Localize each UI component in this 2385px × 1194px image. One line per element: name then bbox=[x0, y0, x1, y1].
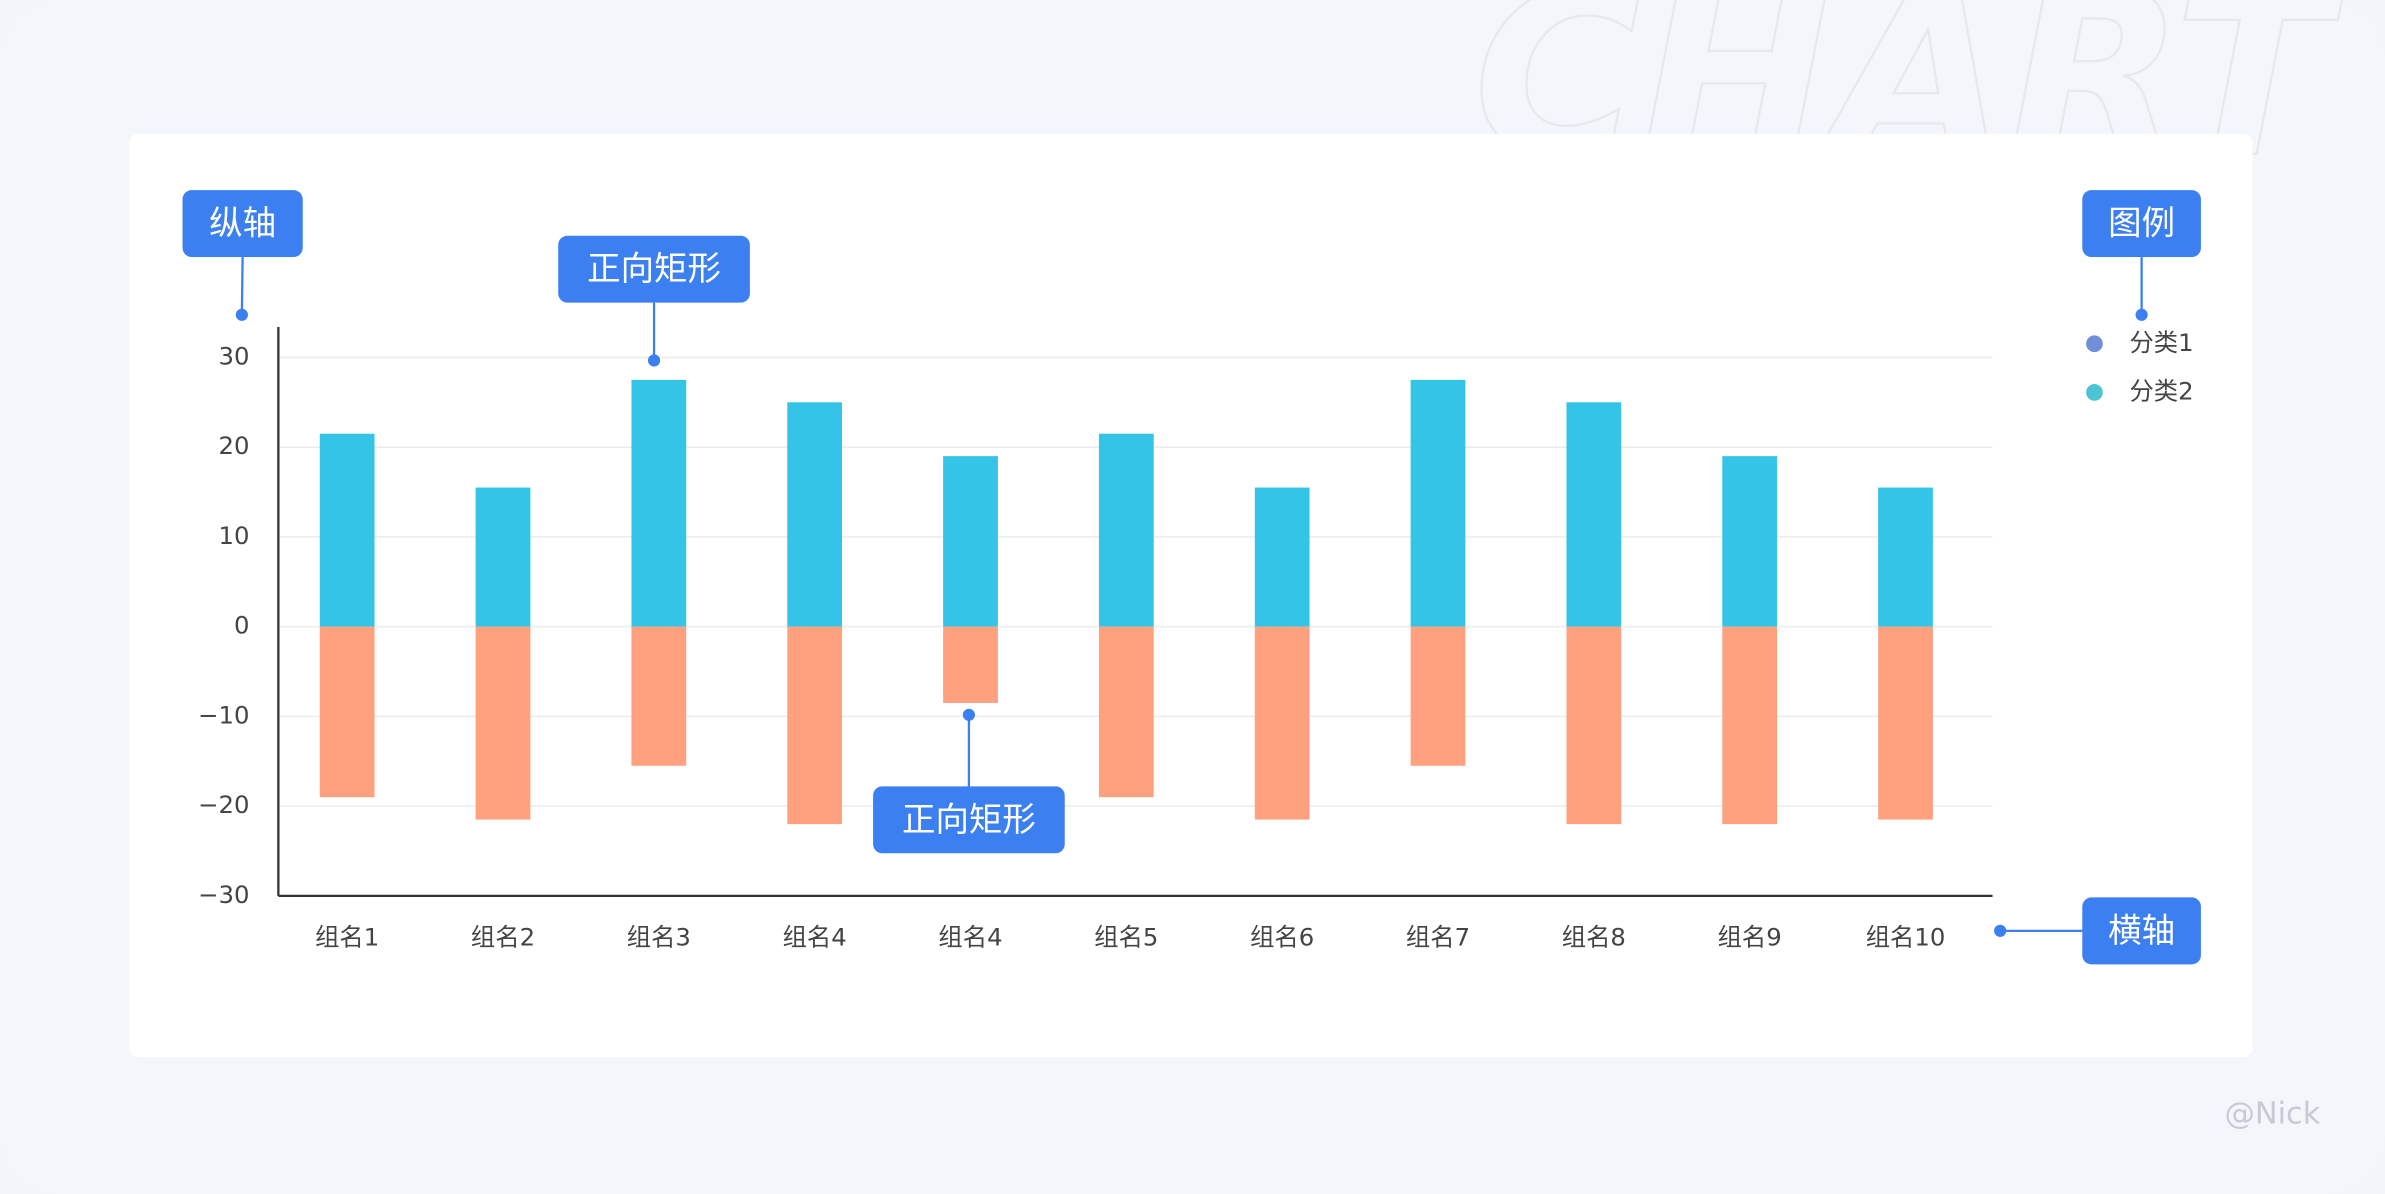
y-tick-label: −10 bbox=[198, 700, 249, 729]
bar bbox=[631, 626, 687, 766]
x-tick-label: 组名8 bbox=[1562, 922, 1626, 951]
bar bbox=[1566, 626, 1622, 825]
callout-label: 纵轴 bbox=[209, 204, 276, 243]
card bbox=[129, 133, 2253, 1058]
bar bbox=[475, 487, 531, 627]
callout-box bbox=[2082, 190, 2201, 258]
y-tick-label: 30 bbox=[218, 341, 249, 370]
callout-label: 横轴 bbox=[2108, 911, 2175, 950]
bar bbox=[943, 626, 998, 703]
x-tick-label: 组名3 bbox=[627, 922, 691, 951]
callout-dot bbox=[2135, 308, 2148, 321]
callout-dot bbox=[1994, 924, 2007, 937]
bar bbox=[1722, 456, 1778, 627]
bar bbox=[1878, 487, 1933, 627]
credit: @Nick bbox=[2224, 1096, 2320, 1131]
y-tick-label: −30 bbox=[198, 880, 249, 909]
x-tick-label: 组名4 bbox=[783, 922, 847, 951]
bar bbox=[631, 379, 687, 627]
bar bbox=[1722, 626, 1778, 825]
y-tick-label: −20 bbox=[198, 790, 249, 819]
bar bbox=[1410, 379, 1466, 627]
bar bbox=[319, 626, 375, 798]
x-tick-label: 组名10 bbox=[1866, 922, 1946, 951]
callout-line bbox=[240, 257, 244, 315]
bar bbox=[1254, 626, 1310, 820]
callout-box bbox=[558, 235, 750, 303]
bar bbox=[1254, 487, 1310, 627]
callout-label: 正向矩形 bbox=[587, 249, 721, 288]
callout-box bbox=[182, 190, 303, 258]
x-tick-label: 组名4 bbox=[938, 922, 1002, 951]
x-tick-label: 组名6 bbox=[1250, 922, 1314, 951]
bar bbox=[1878, 626, 1933, 820]
bar bbox=[319, 433, 375, 627]
x-tick-label: 组名1 bbox=[315, 922, 379, 951]
y-tick-label: 10 bbox=[218, 521, 249, 550]
callout-label: 图例 bbox=[2108, 204, 2175, 243]
callout-dot bbox=[235, 308, 248, 321]
legend-marker bbox=[2086, 335, 2103, 353]
bar bbox=[1410, 626, 1466, 766]
x-tick-label: 组名9 bbox=[1718, 922, 1782, 951]
callout-dot bbox=[962, 708, 975, 721]
bar bbox=[1098, 433, 1154, 627]
bar bbox=[787, 626, 843, 825]
x-tick-label: 组名2 bbox=[471, 922, 535, 951]
callout-label: 正向矩形 bbox=[902, 800, 1036, 839]
bar bbox=[1566, 402, 1622, 627]
callout-box bbox=[873, 786, 1065, 854]
callout-dot bbox=[647, 354, 661, 367]
legend-marker bbox=[2086, 384, 2103, 401]
x-tick-label: 组名5 bbox=[1094, 922, 1158, 951]
bar bbox=[943, 456, 998, 627]
x-tick-label: 组名7 bbox=[1406, 922, 1470, 951]
y-tick-label: 0 bbox=[234, 611, 249, 640]
callout-box bbox=[2082, 897, 2201, 965]
y-tick-label: 20 bbox=[218, 431, 249, 460]
bar bbox=[787, 402, 843, 627]
legend-label: 分类2 bbox=[2129, 376, 2193, 405]
legend-label: 分类1 bbox=[2129, 328, 2193, 357]
bar bbox=[1098, 626, 1154, 798]
bar bbox=[475, 626, 531, 820]
